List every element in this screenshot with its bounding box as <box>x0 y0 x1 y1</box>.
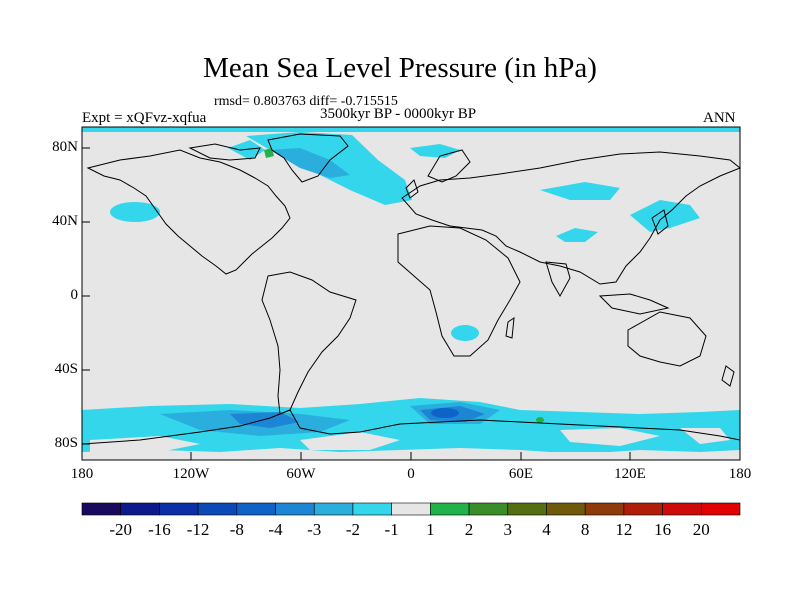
scandinavia-coast <box>427 149 471 183</box>
colorbar-label: -12 <box>186 520 210 539</box>
colorbar-swatch <box>313 502 354 516</box>
africa-coast <box>397 225 521 357</box>
lat-label-80n: 80N <box>52 139 78 155</box>
lon-label-120w: 120W <box>172 466 210 482</box>
lon-label-60e: 60E <box>508 466 534 482</box>
colorbar-label: 4 <box>542 520 551 539</box>
north-america-coast <box>86 149 291 275</box>
lon-label-120e: 120E <box>614 466 646 482</box>
new-zealand-coast <box>721 365 735 387</box>
plot-title: Mean Sea Level Pressure (in hPa) <box>203 52 597 84</box>
experiment-label: Expt = xQFvz-xqfua <box>82 110 207 126</box>
colorbar-swatch <box>81 502 122 516</box>
lon-label-180e: 180 <box>728 466 752 482</box>
southern-ocean-level4 <box>431 408 459 418</box>
colorbar-label: -8 <box>229 520 244 539</box>
colorbar-swatch <box>430 502 470 516</box>
colorbar-label: -16 <box>148 520 171 539</box>
colorbar-label: 16 <box>654 520 672 539</box>
season-label: ANN <box>703 110 736 126</box>
southern-africa-anomaly <box>451 325 479 341</box>
south-america-coast <box>261 271 357 415</box>
colorbar-swatch <box>391 502 431 516</box>
southern-ocean-plus <box>536 417 544 423</box>
colorbar-label: 20 <box>692 520 710 539</box>
colorbar-label: -4 <box>268 520 283 539</box>
british-isles-coast <box>405 179 419 199</box>
colorbar-label: 8 <box>580 520 590 539</box>
se-asia-islands-coast <box>598 293 670 315</box>
antarctic-gap-east <box>560 428 660 446</box>
lon-label-180w: 180 <box>70 466 94 482</box>
period-label: 3500kyr BP - 0000kyr BP <box>320 106 477 122</box>
colorbar <box>81 502 741 516</box>
labrador-anomaly <box>228 140 265 160</box>
colorbar-swatch <box>623 502 663 516</box>
coastlines <box>81 133 741 445</box>
colorbar-swatch <box>159 502 199 516</box>
colorbar-swatch <box>120 502 160 516</box>
colorbar-label: 12 <box>615 520 633 539</box>
colorbar-label: -3 <box>307 520 322 539</box>
colorbar-swatch <box>546 502 586 516</box>
ne-pacific-anomaly <box>110 202 160 222</box>
colorbar-swatch <box>584 502 625 516</box>
colorbar-swatch <box>700 502 741 516</box>
colorbar-label: -2 <box>345 520 361 539</box>
axis-ticks <box>82 147 631 460</box>
colorbar-swatch <box>352 502 392 516</box>
central-asia-anomaly <box>556 228 598 242</box>
colorbar-label: 2 <box>464 520 474 539</box>
siberia-anomaly <box>540 182 620 200</box>
japan-coast <box>651 209 669 235</box>
lon-label-60w: 60W <box>286 466 316 482</box>
greenland-plus <box>264 148 274 158</box>
antarctica-coast <box>81 409 741 445</box>
lat-label-0: 0 <box>70 287 79 303</box>
antarctic-gap-west <box>90 436 200 452</box>
colorbar-swatch <box>662 502 702 516</box>
stats-text: rmsd= 0.803763 diff= -0.715515 <box>214 94 398 109</box>
eurasia-coast <box>401 151 741 285</box>
colorbar-swatch <box>197 502 238 516</box>
india-coast <box>545 261 571 298</box>
colorbar-swatch <box>468 502 509 516</box>
north-atlantic-core <box>270 148 350 178</box>
arctic-islands-coast <box>188 143 261 161</box>
greenland-coast <box>267 133 349 183</box>
norwegian-sea-anomaly <box>410 144 460 158</box>
colorbar-label: 1 <box>426 520 435 539</box>
colorbar-label: -20 <box>109 520 133 539</box>
arctic-strip <box>82 127 740 132</box>
colorbar-label: 3 <box>503 520 513 539</box>
lon-label-0: 0 <box>407 466 415 482</box>
colorbar-label: -1 <box>384 520 399 539</box>
colorbar-swatch <box>507 502 547 516</box>
colorbar-swatch <box>236 502 276 516</box>
antarctic-gap-central <box>300 432 400 450</box>
australia-coast <box>627 311 707 367</box>
lat-label-80s: 80S <box>54 435 78 451</box>
madagascar-coast <box>505 316 515 339</box>
colorbar-swatch <box>275 502 315 516</box>
lat-label-40n: 40N <box>52 213 78 229</box>
lat-label-40s: 40S <box>54 361 78 377</box>
